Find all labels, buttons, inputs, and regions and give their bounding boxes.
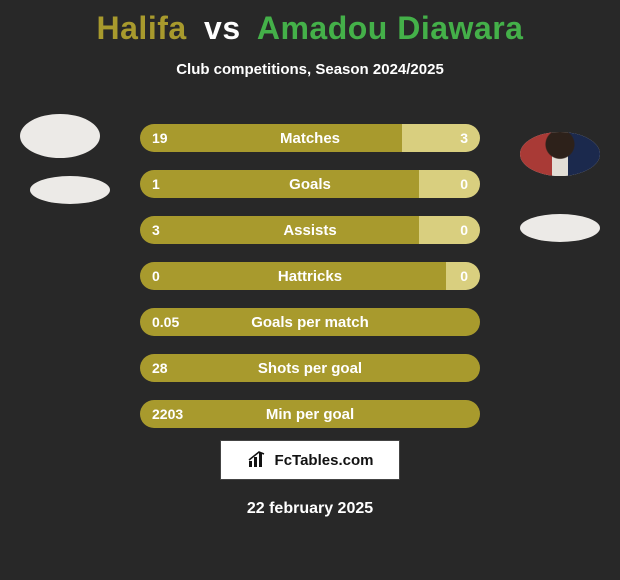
logo-text: FcTables.com	[275, 452, 374, 469]
title-player2: Amadou Diawara	[257, 10, 524, 46]
stat-bar-row: 00Hattricks	[140, 262, 480, 290]
bar-value-left: 3	[140, 216, 172, 244]
bar-value-right: 3	[448, 124, 480, 152]
bar-value-left: 0	[140, 262, 172, 290]
logo-box: FcTables.com	[220, 440, 400, 480]
title-player1: Halifa	[97, 10, 187, 46]
player1-avatar	[20, 114, 100, 158]
bar-fill-left	[140, 170, 419, 198]
bar-value-left: 2203	[140, 400, 195, 428]
bar-value-right: 0	[448, 262, 480, 290]
stat-bar-row: 0.05Goals per match	[140, 308, 480, 336]
stat-bar-row: 2203Min per goal	[140, 400, 480, 428]
subtitle: Club competitions, Season 2024/2025	[0, 61, 620, 78]
stat-bar-row: 30Assists	[140, 216, 480, 244]
comparison-card: Halifa vs Amadou Diawara Club competitio…	[0, 0, 620, 580]
player1-flag	[30, 176, 110, 204]
player2-flag	[520, 214, 600, 242]
stat-bars: 193Matches10Goals30Assists00Hattricks0.0…	[140, 124, 480, 446]
player2-photo	[520, 132, 600, 176]
title-vs: vs	[204, 10, 241, 46]
bar-chart-icon	[247, 451, 269, 469]
bar-fill-left	[140, 216, 419, 244]
stat-bar-row: 10Goals	[140, 170, 480, 198]
bar-value-left: 0.05	[140, 308, 191, 336]
stat-bar-row: 193Matches	[140, 124, 480, 152]
bar-value-right: 0	[448, 170, 480, 198]
bar-fill-left	[140, 354, 480, 382]
bar-value-left: 19	[140, 124, 180, 152]
bar-value-left: 28	[140, 354, 180, 382]
bar-value-left: 1	[140, 170, 172, 198]
page-title: Halifa vs Amadou Diawara	[0, 0, 620, 47]
stat-bar-row: 28Shots per goal	[140, 354, 480, 382]
bar-value-right: 0	[448, 216, 480, 244]
player2-avatar	[520, 132, 600, 176]
footer-date: 22 february 2025	[0, 500, 620, 518]
bar-fill-left	[140, 262, 446, 290]
